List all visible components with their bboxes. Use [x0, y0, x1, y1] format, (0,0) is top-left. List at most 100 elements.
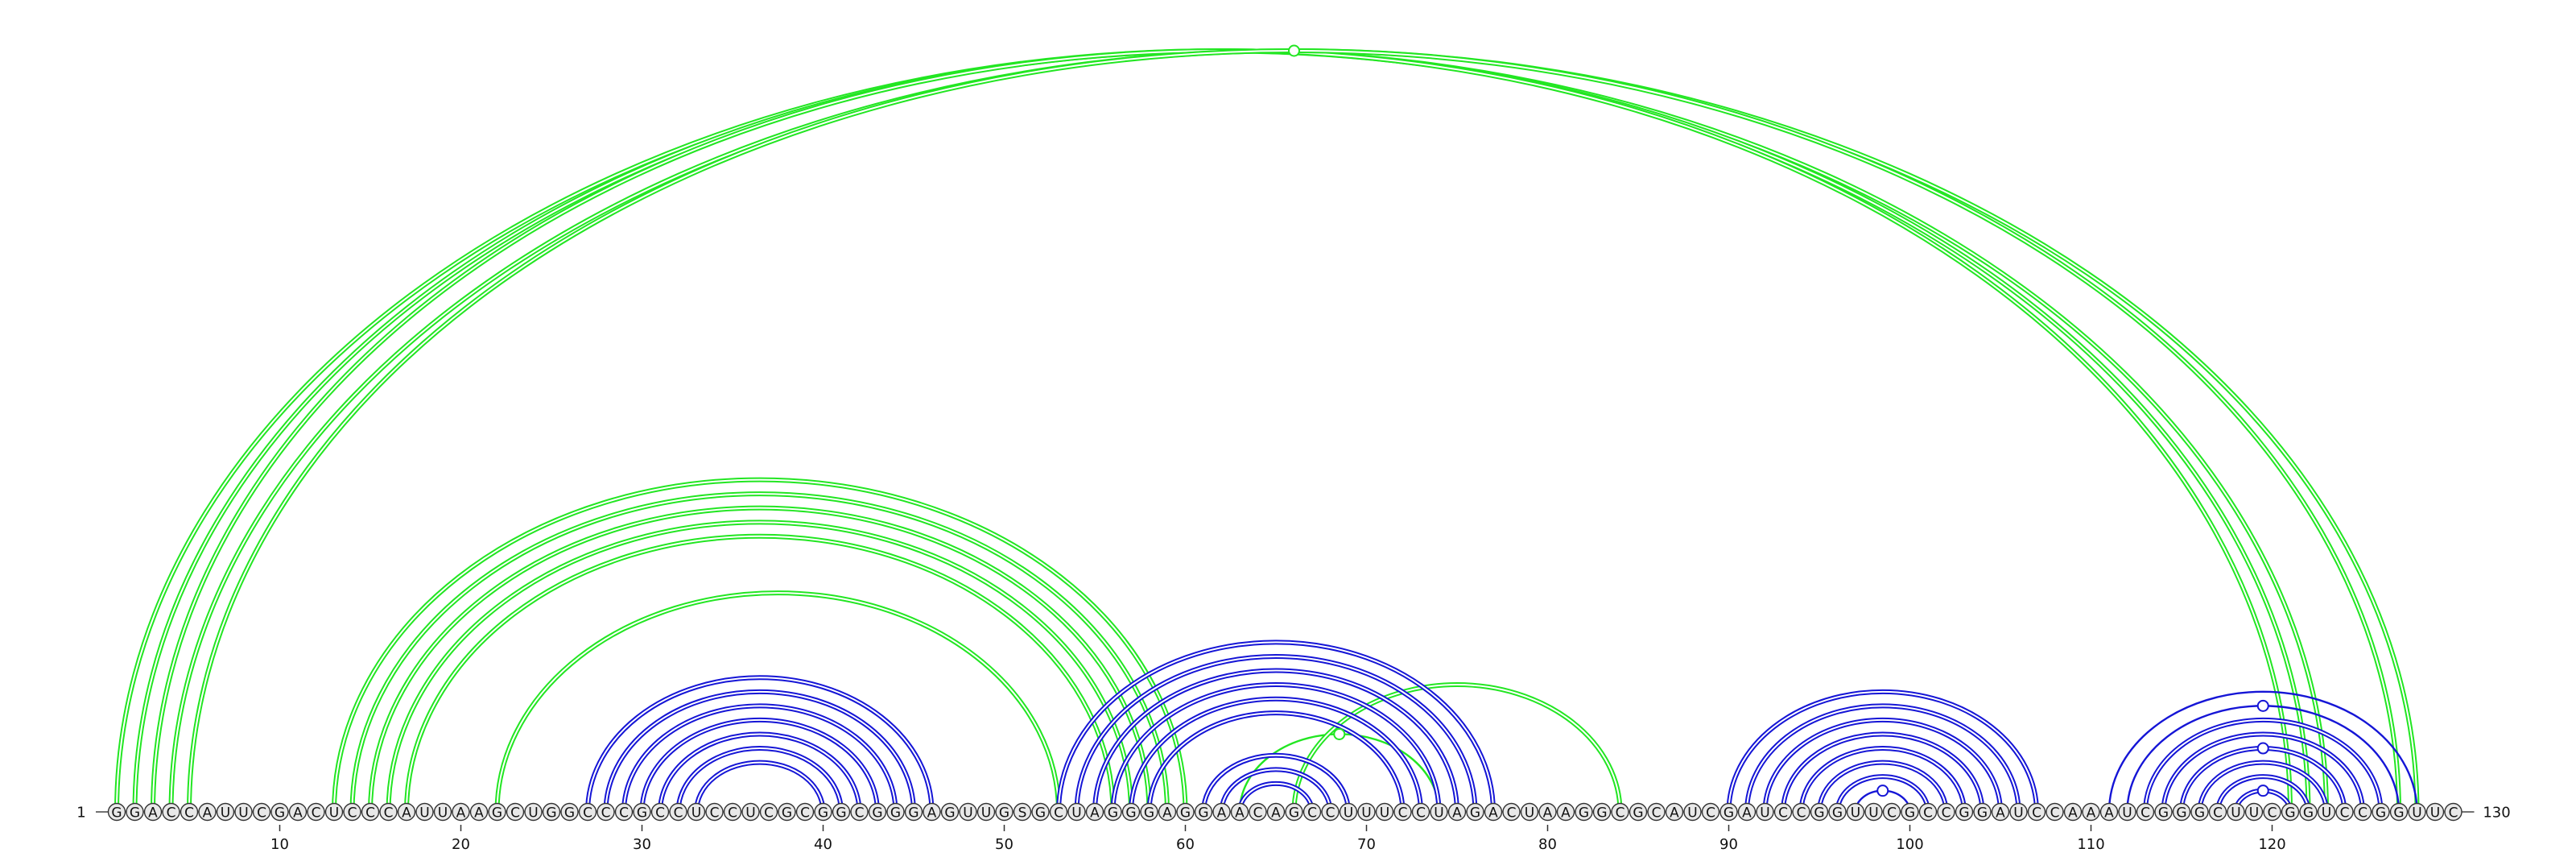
- nucleotide-circle: [1955, 802, 1974, 822]
- nucleotide: C: [1302, 802, 1322, 822]
- base-pair-arc-inner: [134, 50, 2310, 813]
- nucleotide-circle: [814, 802, 832, 822]
- nucleotide-letter: G: [1724, 805, 1734, 822]
- nucleotide: C: [2444, 802, 2462, 822]
- nucleotide: A: [397, 802, 416, 822]
- nucleotide: G: [270, 802, 289, 822]
- nucleotide-circle: [1701, 802, 1720, 822]
- tick-label: 20: [452, 836, 470, 853]
- nucleotide-circle: [976, 802, 996, 822]
- nucleotide-circle: [1194, 802, 1213, 822]
- nucleotide-letter: A: [1162, 805, 1172, 822]
- nucleotide-letter: C: [655, 805, 665, 822]
- nucleotide-circle: [2263, 802, 2281, 822]
- nucleotide-letter: C: [764, 805, 774, 822]
- nucleotide-circle: [1882, 802, 1901, 822]
- nucleotide: C: [379, 802, 398, 822]
- nucleotide-circle: [2281, 802, 2300, 822]
- nucleotide-circle: [324, 802, 344, 822]
- nucleotide: U: [1339, 802, 1358, 822]
- nucleotide-letter: G: [1035, 805, 1046, 822]
- nucleotide: S: [1013, 802, 1032, 822]
- nucleotide-letter: A: [1271, 805, 1281, 822]
- arc-marker: [1333, 727, 1346, 740]
- nucleotide-letter: A: [1090, 805, 1100, 822]
- nucleotide: U: [1357, 802, 1376, 822]
- nucleotide-letter: C: [510, 805, 520, 822]
- arc-markers: [1288, 44, 2269, 797]
- nucleotide-letter: A: [402, 805, 411, 822]
- nucleotide: C: [1502, 802, 1521, 822]
- nucleotide-circle: [488, 802, 506, 822]
- nucleotide-letter: U: [963, 805, 972, 822]
- nucleotide-letter: C: [2268, 805, 2277, 822]
- nucleotide-letter: U: [438, 805, 448, 822]
- nucleotide: G: [2154, 802, 2173, 822]
- end-position-label: 130: [2483, 805, 2510, 822]
- arc-marker: [2256, 785, 2269, 797]
- nucleotide: G: [1828, 802, 1847, 822]
- nucleotide-circle: [1466, 802, 1484, 822]
- nucleotide-letter: G: [2194, 805, 2205, 822]
- nucleotide-circle: [288, 802, 308, 822]
- nucleotide: G: [1031, 802, 1050, 822]
- nucleotide: C: [578, 802, 597, 822]
- nucleotide: G: [904, 802, 923, 822]
- nucleotide: C: [162, 802, 180, 822]
- nucleotide-circle: [2408, 802, 2426, 822]
- nucleotide-circle: [2208, 802, 2227, 822]
- nucleotide: C: [1773, 802, 1793, 822]
- nucleotide-letter: G: [1905, 805, 1915, 822]
- nucleotide-letter: C: [2050, 805, 2060, 822]
- base-pair-arc-inner: [116, 50, 2327, 813]
- nucleotide-letter: C: [619, 805, 629, 822]
- nucleotide: C: [1882, 802, 1901, 822]
- nucleotide-circle: [2444, 802, 2462, 822]
- tick-label: 10: [270, 836, 289, 853]
- nucleotide: A: [2099, 802, 2119, 822]
- nucleotide: G: [814, 802, 832, 822]
- nucleotide-circle: [1592, 802, 1612, 822]
- nucleotide: A: [1230, 802, 1249, 822]
- nucleotide: C: [614, 802, 634, 822]
- nucleotide-letter: G: [872, 805, 882, 822]
- nucleotide-letter: A: [474, 805, 484, 822]
- nucleotide-letter: A: [1452, 805, 1462, 822]
- nucleotide: U: [234, 802, 253, 822]
- nucleotide-circle: [542, 802, 561, 822]
- nucleotide-circle: [1031, 802, 1050, 822]
- nucleotide: C: [650, 802, 670, 822]
- base-pair-arc-inner: [1764, 718, 2001, 813]
- nucleotide: A: [469, 802, 489, 822]
- nucleotide-circle: [1901, 802, 1919, 822]
- nucleotide: C: [1249, 802, 1267, 822]
- nucleotide-circle: [723, 802, 742, 822]
- base-pair-arc-inner: [1836, 776, 1929, 813]
- tick-label: 80: [1538, 836, 1557, 853]
- nucleotide: U: [2244, 802, 2264, 822]
- nucleotide: G: [832, 802, 851, 822]
- nucleotide: G: [2299, 802, 2318, 822]
- nucleotide-circle: [2425, 802, 2445, 822]
- nucleotide: U: [524, 802, 543, 822]
- base-pair-arc-inner: [1058, 641, 1494, 813]
- base-pair-arc-inner: [387, 521, 1132, 813]
- nucleotide-circle: [2227, 802, 2245, 822]
- nucleotide: C: [795, 802, 815, 822]
- nucleotide: G: [2190, 802, 2209, 822]
- nucleotide-letter: C: [312, 805, 321, 822]
- base-pair-arc: [2179, 746, 2347, 813]
- nucleotide-circle: [795, 802, 815, 822]
- base-pair-arc-inner: [1148, 712, 1404, 813]
- nucleotide-letter: C: [2358, 805, 2368, 822]
- nucleotide: A: [198, 802, 217, 822]
- nucleotide-circle: [2172, 802, 2191, 822]
- base-pair-arc-inner: [641, 718, 878, 813]
- nucleotide-letter: G: [1470, 805, 1480, 822]
- nucleotide-circle: [2372, 802, 2390, 822]
- nucleotide-letter: C: [601, 805, 611, 822]
- tick-label: 100: [1896, 836, 1923, 853]
- nucleotide: U: [959, 802, 977, 822]
- nucleotide-circle: [705, 802, 724, 822]
